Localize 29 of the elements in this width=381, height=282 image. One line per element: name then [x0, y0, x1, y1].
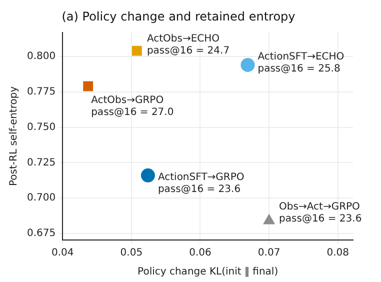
y-tick-label: 0.750 [26, 122, 56, 133]
y-tick-label: 0.675 [26, 228, 56, 240]
chart-title: (a) Policy change and retained entropy [62, 9, 296, 24]
point [240, 58, 255, 72]
series-label: ActionSFT→ECHO [258, 52, 344, 63]
annotation: pass@16 = 24.7 [146, 45, 230, 56]
y-tick-label: 0.725 [26, 157, 56, 168]
x-tick-label: 0.06 [189, 248, 212, 259]
point [132, 46, 142, 56]
x-tick-label: 0.07 [258, 248, 280, 259]
x-tick-label: 0.04 [51, 248, 74, 259]
y-tick-label: 0.775 [26, 86, 56, 98]
series-label: Obs→Act→GRPO [279, 201, 360, 212]
annotation: pass@16 = 23.6 [158, 184, 241, 196]
x-tick-label: 0.08 [326, 248, 349, 259]
point [83, 81, 94, 92]
series-label: ActObs→GRPO [91, 94, 164, 106]
annotation: pass@16 = 25.8 [258, 64, 340, 75]
y-axis-title: Post-RL self-entropy [8, 86, 20, 186]
annotation: pass@16 = 27.0 [91, 106, 174, 118]
point [140, 168, 155, 182]
point [262, 214, 276, 224]
x-tick-label: 0.05 [120, 248, 143, 259]
y-tick-label: 0.800 [26, 51, 56, 62]
series-label: ActObs→ECHO [146, 33, 220, 44]
annotation: pass@16 = 23.6 [279, 213, 362, 224]
series-label: ActionSFT→GRPO [158, 172, 244, 184]
x-axis-title: Policy change KL(init ‖ final) [138, 266, 278, 278]
y-tick-label: 0.700 [26, 192, 56, 204]
